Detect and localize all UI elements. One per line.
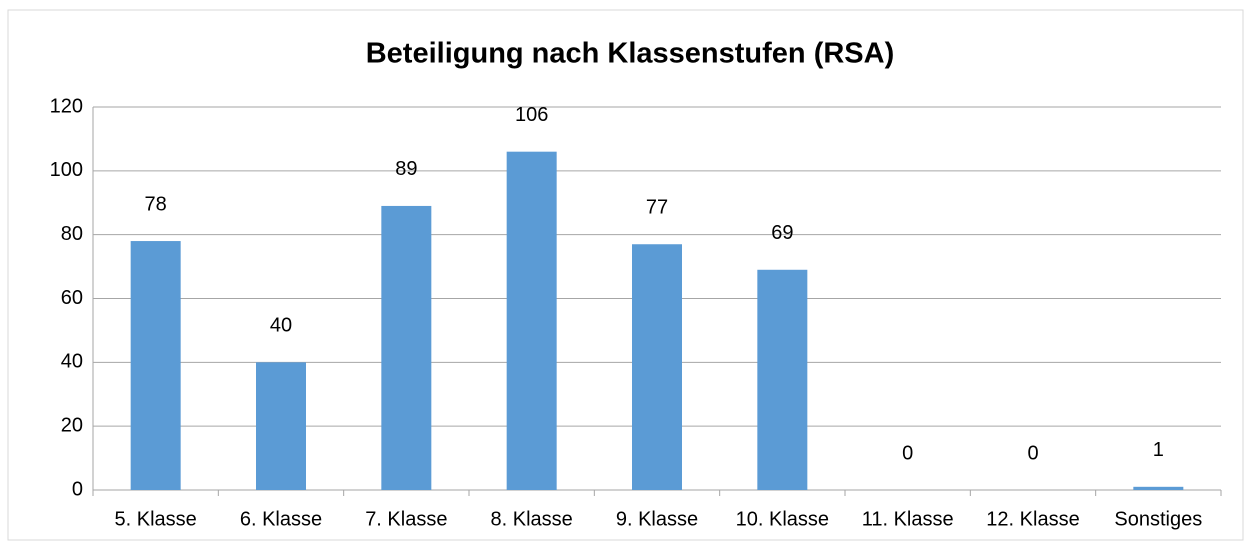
x-tick-label: 6. Klasse (240, 508, 322, 530)
x-tick-label: 9. Klasse (616, 508, 698, 530)
chart-title: Beteiligung nach Klassenstufen (RSA) (366, 38, 895, 70)
y-tick-label: 100 (50, 159, 83, 181)
bar (381, 205, 432, 491)
x-tick-label: 8. Klasse (491, 508, 573, 530)
bar (757, 269, 808, 490)
x-tick-label: 12. Klasse (986, 508, 1079, 530)
chart-border (7, 9, 1244, 541)
x-tick-label: Sonstiges (1114, 508, 1202, 530)
x-tick-label: 10. Klasse (736, 508, 829, 530)
bar (130, 241, 181, 490)
data-label: 1 (1153, 439, 1164, 461)
data-label: 69 (771, 222, 793, 244)
data-label: 106 (515, 104, 548, 126)
bar (632, 244, 682, 490)
data-label: 0 (902, 442, 913, 464)
data-label: 40 (270, 315, 292, 337)
y-tick-label: 80 (61, 223, 83, 245)
bar (1133, 486, 1184, 490)
y-tick-label: 120 (50, 95, 83, 117)
bar (256, 362, 306, 490)
data-label: 77 (646, 197, 668, 219)
data-label: 78 (145, 193, 167, 215)
bar (506, 151, 557, 490)
data-label: 0 (1027, 442, 1038, 464)
y-tick-label: 20 (61, 414, 83, 436)
y-tick-label: 0 (72, 478, 83, 500)
y-tick-label: 40 (61, 351, 83, 373)
x-tick-label: 5. Klasse (115, 508, 197, 530)
y-tick-label: 60 (61, 287, 83, 309)
x-tick-label: 7. Klasse (365, 508, 447, 530)
data-label: 89 (395, 158, 417, 180)
x-tick-label: 11. Klasse (862, 508, 954, 530)
